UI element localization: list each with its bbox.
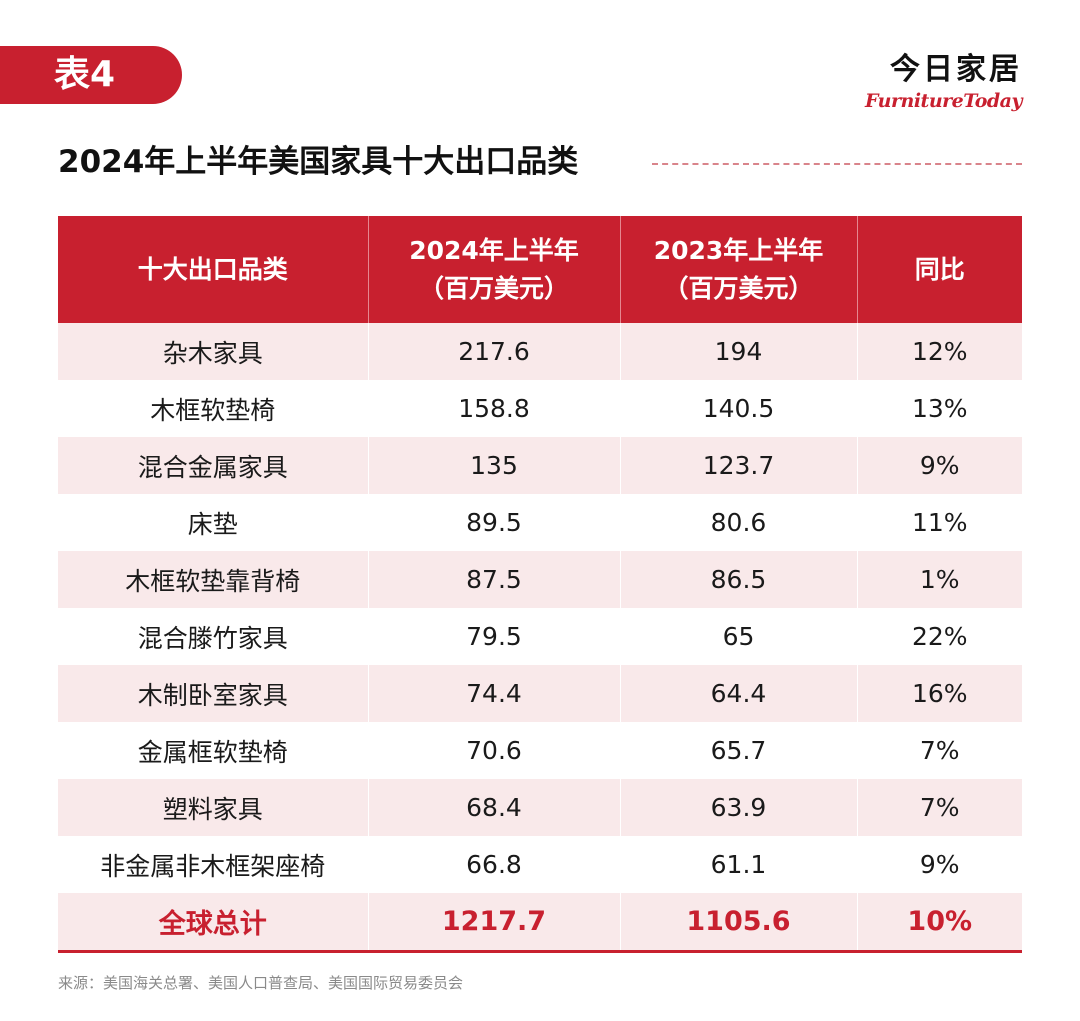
cell-2023: 61.1	[620, 836, 858, 893]
cell-category: 木框软垫椅	[58, 380, 369, 437]
cell-2023: 1105.6	[620, 893, 858, 953]
cell-2023: 194	[620, 323, 858, 380]
cell-2024: 68.4	[368, 779, 621, 836]
cell-category: 床垫	[58, 494, 369, 551]
cell-2024: 70.6	[368, 722, 621, 779]
cell-yoy: 1%	[857, 551, 1022, 608]
cell-yoy: 11%	[857, 494, 1022, 551]
cell-yoy: 9%	[857, 437, 1022, 494]
cell-category: 金属框软垫椅	[58, 722, 369, 779]
cell-2024: 79.5	[368, 608, 621, 665]
cell-yoy: 13%	[857, 380, 1022, 437]
cell-2023: 86.5	[620, 551, 858, 608]
cell-yoy: 10%	[857, 893, 1022, 953]
table-row: 非金属非木框架座椅 66.8 61.1 9%	[58, 836, 1022, 893]
cell-category: 木制卧室家具	[58, 665, 369, 722]
export-category-table: 十大出口品类 2024年上半年 （百万美元） 2023年上半年 （百万美元） 同比 …	[58, 216, 1022, 953]
cell-category: 全球总计	[58, 893, 369, 953]
cell-2024: 1217.7	[368, 893, 621, 953]
source-note: 来源：美国海关总署、美国人口普查局、美国国际贸易委员会	[58, 974, 464, 992]
table-row: 木框软垫椅 158.8 140.5 13%	[58, 380, 1022, 437]
cell-2023: 80.6	[620, 494, 858, 551]
cell-2023: 123.7	[620, 437, 858, 494]
brand-logo: 今日家居 FurnitureToday	[865, 52, 1022, 112]
table-header-row: 十大出口品类 2024年上半年 （百万美元） 2023年上半年 （百万美元） 同比	[58, 216, 1022, 323]
brand-name-en: FurnitureToday	[865, 90, 1022, 112]
header-category: 十大出口品类	[58, 216, 369, 323]
table-row: 杂木家具 217.6 194 12%	[58, 323, 1022, 380]
cell-2024: 158.8	[368, 380, 621, 437]
cell-yoy: 16%	[857, 665, 1022, 722]
title-divider	[652, 163, 1022, 165]
cell-2023: 65	[620, 608, 858, 665]
table-row: 木框软垫靠背椅 87.5 86.5 1%	[58, 551, 1022, 608]
cell-category: 非金属非木框架座椅	[58, 836, 369, 893]
cell-yoy: 12%	[857, 323, 1022, 380]
table-total-row: 全球总计 1217.7 1105.6 10%	[58, 893, 1022, 953]
header-2024-h1: 2024年上半年 （百万美元）	[368, 216, 621, 323]
cell-2024: 89.5	[368, 494, 621, 551]
cell-2024: 74.4	[368, 665, 621, 722]
cell-category: 混合滕竹家具	[58, 608, 369, 665]
table-row: 金属框软垫椅 70.6 65.7 7%	[58, 722, 1022, 779]
cell-yoy: 9%	[857, 836, 1022, 893]
cell-category: 杂木家具	[58, 323, 369, 380]
table-row: 木制卧室家具 74.4 64.4 16%	[58, 665, 1022, 722]
cell-yoy: 22%	[857, 608, 1022, 665]
page-title: 2024年上半年美国家具十大出口品类	[58, 144, 579, 180]
cell-category: 塑料家具	[58, 779, 369, 836]
table-number-tag: 表4	[0, 46, 182, 104]
cell-2024: 217.6	[368, 323, 621, 380]
cell-2023: 65.7	[620, 722, 858, 779]
table-row: 床垫 89.5 80.6 11%	[58, 494, 1022, 551]
header-2023-h1: 2023年上半年 （百万美元）	[620, 216, 858, 323]
brand-name-cn: 今日家居	[890, 52, 1022, 87]
cell-yoy: 7%	[857, 722, 1022, 779]
cell-2023: 63.9	[620, 779, 858, 836]
table-row: 塑料家具 68.4 63.9 7%	[58, 779, 1022, 836]
cell-2023: 140.5	[620, 380, 858, 437]
cell-2024: 87.5	[368, 551, 621, 608]
header-yoy: 同比	[857, 216, 1022, 323]
table-row: 混合滕竹家具 79.5 65 22%	[58, 608, 1022, 665]
cell-category: 木框软垫靠背椅	[58, 551, 369, 608]
cell-yoy: 7%	[857, 779, 1022, 836]
cell-2023: 64.4	[620, 665, 858, 722]
table-row: 混合金属家具 135 123.7 9%	[58, 437, 1022, 494]
cell-2024: 66.8	[368, 836, 621, 893]
cell-category: 混合金属家具	[58, 437, 369, 494]
cell-2024: 135	[368, 437, 621, 494]
